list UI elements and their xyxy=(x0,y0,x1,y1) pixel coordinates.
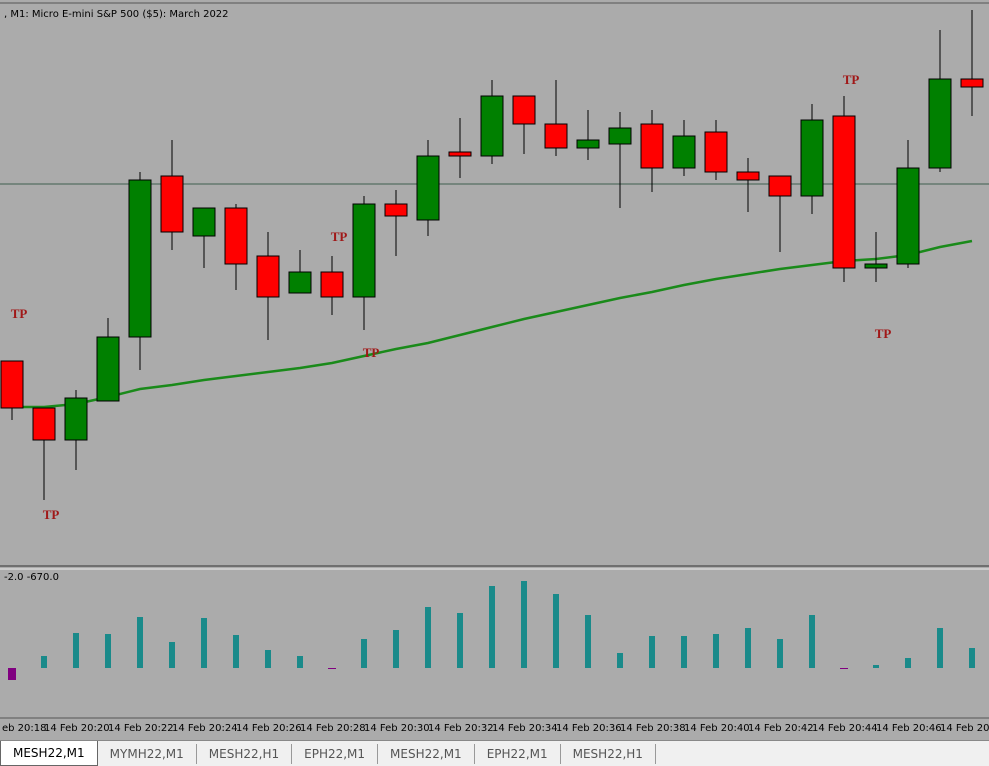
volume-bar xyxy=(745,628,751,668)
x-tick-label: eb 20:18 xyxy=(2,723,47,734)
volume-bar xyxy=(969,648,975,668)
volume-bar xyxy=(393,630,399,668)
symbol-tab[interactable]: MESH22,H1 xyxy=(197,743,293,764)
candle-body xyxy=(672,135,696,169)
candle-body xyxy=(384,203,408,217)
candle-body xyxy=(928,78,952,169)
volume-bar xyxy=(425,607,431,668)
volume-bar xyxy=(137,617,143,668)
tab-bar: MESH22,M1 MYMH22,M1 MESH22,H1 EPH22,M1 MESH2… xyxy=(0,740,989,766)
candle-body xyxy=(160,175,184,233)
indicator-title: -2.0 -670.0 xyxy=(4,572,59,583)
x-tick-label: 14 Feb 20:44 xyxy=(812,723,878,734)
x-tick-label: 14 Feb 20:4 xyxy=(940,723,989,734)
x-tick-label: 14 Feb 20:38 xyxy=(620,723,686,734)
chart: , M1: Micro E-mini S&P 500 ($5): March 2… xyxy=(0,2,989,734)
x-tick-label: 14 Feb 20:32 xyxy=(428,723,494,734)
volume-bar xyxy=(713,634,719,668)
x-tick-label: 14 Feb 20:22 xyxy=(108,723,174,734)
volume-bar xyxy=(553,594,559,668)
volume-bar xyxy=(169,642,175,668)
candle-body xyxy=(32,407,56,441)
volume-bar xyxy=(201,618,207,668)
tp-label: TP xyxy=(331,229,348,244)
candle-body xyxy=(704,131,728,173)
volume-bar xyxy=(840,668,848,669)
candle-body xyxy=(768,175,792,197)
candle-body xyxy=(896,167,920,265)
candle-body xyxy=(192,207,216,237)
candle-body xyxy=(0,360,24,409)
candle-body xyxy=(576,139,600,149)
candle-body xyxy=(224,207,248,265)
candle-body xyxy=(448,151,472,157)
moving-average xyxy=(12,239,973,409)
volume-bar xyxy=(937,628,943,668)
candle-body xyxy=(64,397,88,441)
x-tick-label: 14 Feb 20:40 xyxy=(684,723,750,734)
volume-bar xyxy=(585,615,591,668)
volume-bar xyxy=(681,636,687,668)
volume-bar xyxy=(489,586,495,668)
x-tick-label: 14 Feb 20:30 xyxy=(364,723,430,734)
candle-body xyxy=(544,123,568,149)
tp-label: TP xyxy=(843,72,860,87)
candle-body xyxy=(320,271,344,298)
candle-body xyxy=(736,171,760,181)
x-tick-label: 14 Feb 20:36 xyxy=(556,723,622,734)
volume-bar xyxy=(457,613,463,668)
candle-body xyxy=(960,78,984,88)
candle-body xyxy=(288,271,312,294)
volume-bar xyxy=(265,650,271,668)
candle-body xyxy=(864,263,888,269)
volume-bar xyxy=(105,634,111,668)
volume-bar xyxy=(73,633,79,668)
x-tick-label: 14 Feb 20:24 xyxy=(172,723,238,734)
x-tick-label: 14 Feb 20:26 xyxy=(236,723,302,734)
volume-bar xyxy=(297,656,303,668)
volume-bar xyxy=(649,636,655,668)
symbol-tab[interactable]: MESH22,M1 xyxy=(0,741,98,766)
candle-body xyxy=(608,127,632,145)
candle-body xyxy=(128,179,152,338)
tp-label: TP xyxy=(43,507,60,522)
candle-body xyxy=(480,95,504,157)
volume-bar xyxy=(41,656,47,668)
candle-body xyxy=(416,155,440,221)
volume-bar xyxy=(873,665,879,668)
symbol-tab[interactable]: MESH22,M1 xyxy=(378,743,475,764)
candle-body xyxy=(640,123,664,169)
tp-label: TP xyxy=(363,345,380,360)
symbol-tab[interactable]: EPH22,M1 xyxy=(475,743,561,764)
volume-bar xyxy=(905,658,911,668)
x-tick-label: 14 Feb 20:20 xyxy=(44,723,110,734)
x-tick-label: 14 Feb 20:34 xyxy=(492,723,558,734)
volume-bar xyxy=(809,615,815,668)
symbol-tab[interactable]: MESH22,H1 xyxy=(561,743,656,764)
candle-body xyxy=(352,203,376,298)
symbol-tab[interactable]: MYMH22,M1 xyxy=(98,743,197,764)
tp-label: TP xyxy=(875,326,892,341)
chart-title: , M1: Micro E-mini S&P 500 ($5): March 2… xyxy=(4,9,229,20)
x-tick-label: 14 Feb 20:42 xyxy=(748,723,814,734)
volume-bar xyxy=(328,668,336,669)
x-tick-label: 14 Feb 20:46 xyxy=(876,723,942,734)
tp-label: TP xyxy=(11,306,28,321)
symbol-tab[interactable]: EPH22,M1 xyxy=(292,743,379,764)
candle-body xyxy=(96,336,120,402)
x-tick-label: 14 Feb 20:28 xyxy=(300,723,366,734)
volume-bar xyxy=(777,639,783,668)
volume-bar xyxy=(361,639,367,668)
volume-bar xyxy=(233,635,239,668)
candle-body xyxy=(800,119,824,197)
volume-bar xyxy=(8,668,16,680)
volume-bar xyxy=(617,653,623,668)
candle-body xyxy=(832,115,856,269)
candle-body xyxy=(256,255,280,298)
candle-body xyxy=(512,95,536,125)
volume-bar xyxy=(521,581,527,668)
